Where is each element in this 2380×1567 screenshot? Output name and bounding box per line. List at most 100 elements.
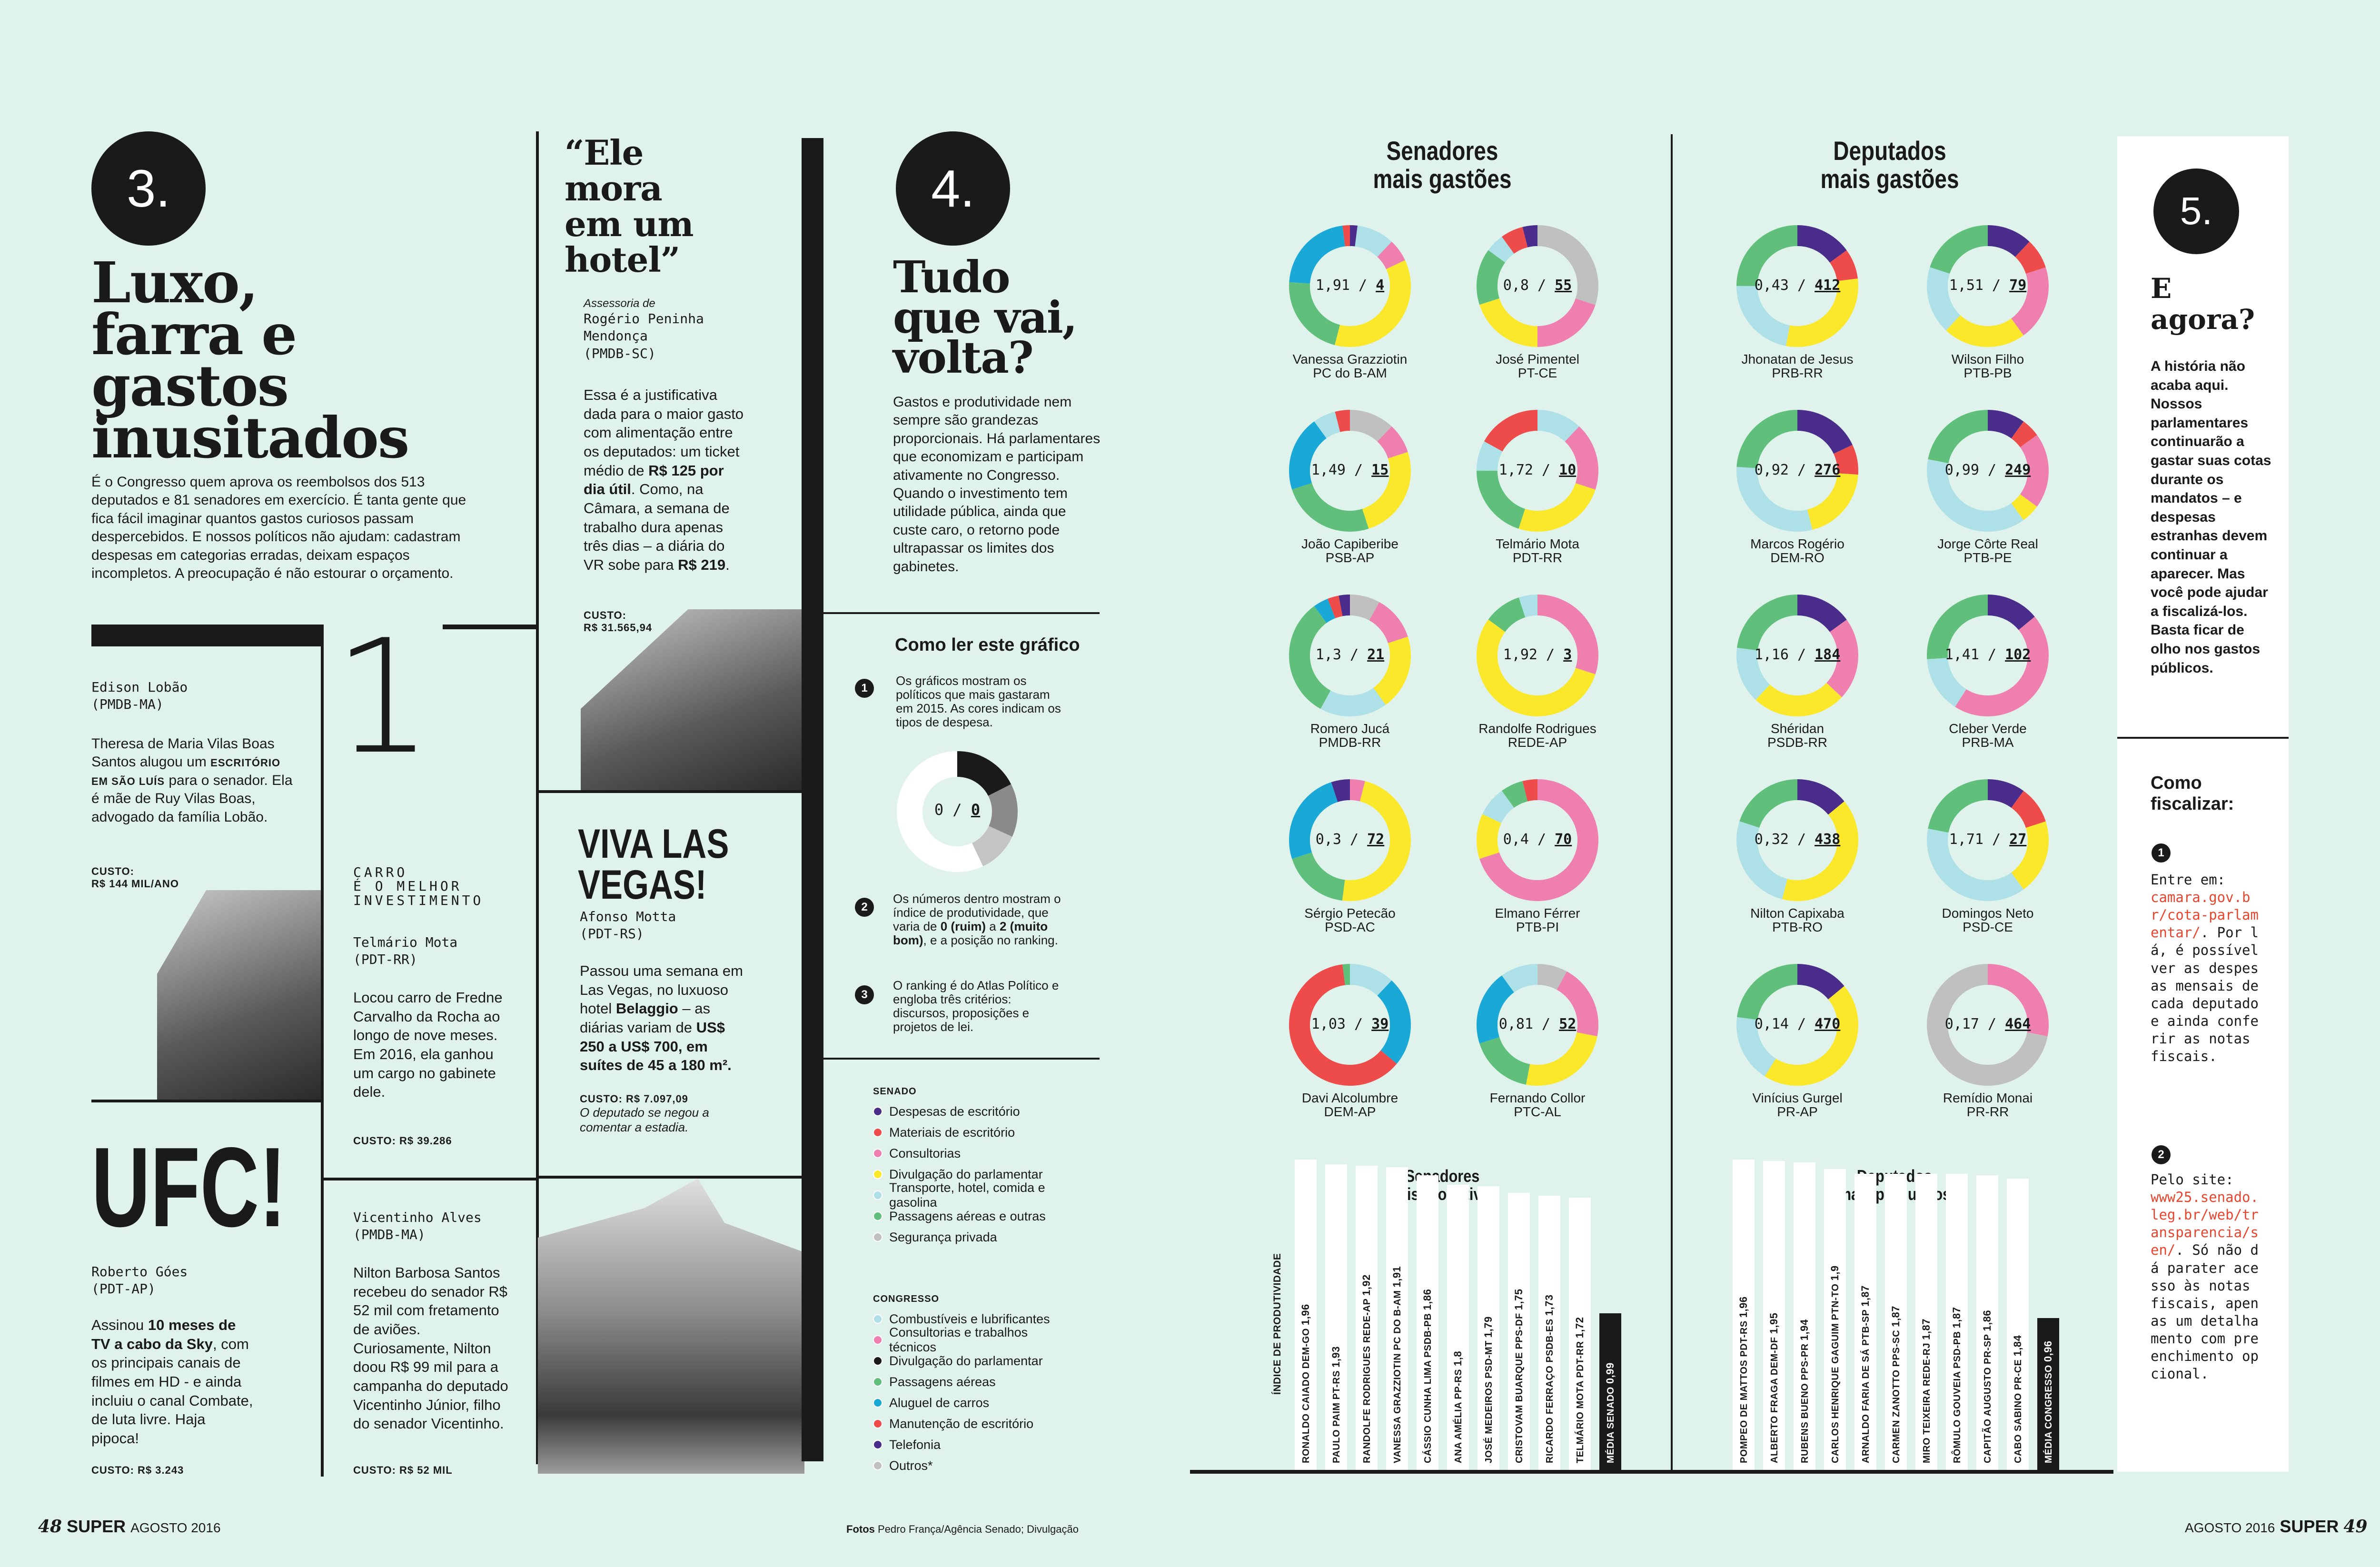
carro-subtitle: CARRO É O MELHOR INVESTIMENTO <box>353 864 484 908</box>
politician-name: Randolfe Rodrigues <box>1478 721 1597 736</box>
politician-name: João Capiberibe <box>1301 536 1398 551</box>
spending-donut: 0,8 / 55 José Pimentel PT-CE <box>1461 222 1614 380</box>
productivity-score: 1,3 / <box>1315 646 1368 663</box>
bar-value: 1,87 <box>1859 1285 1871 1307</box>
ufc-text: Assinou 10 meses de TV a cabo da Sky, co… <box>91 1317 253 1447</box>
legend-label: Divulgação do parlamentar <box>889 1353 1043 1368</box>
politician-party: PT-CE <box>1517 366 1557 381</box>
legend-swatch <box>873 1170 883 1179</box>
hotel-cost: CUSTO: R$ 31.565,94 <box>584 609 653 634</box>
politician-party: PSD-CE <box>1963 920 2013 935</box>
donut-segment <box>1736 779 1858 901</box>
bar-value: 1,75 <box>1513 1289 1525 1310</box>
legend-label: Aluguel de carros <box>889 1395 990 1410</box>
donut-segment <box>1927 779 2049 901</box>
productivity-bar <box>1946 1173 1968 1470</box>
politician-party: PR-RR <box>1966 1104 2009 1120</box>
donut-politician-label: Sérgio Petecão PSD-AC <box>1274 906 1426 934</box>
bar-label: ALBERTO FRAGA DEM-DF 1,95 <box>1768 1313 1780 1463</box>
legend-item: Materiais de escritório <box>873 1122 1073 1143</box>
spending-donut: 0,92 / 276 Marcos Rogério DEM-RO <box>1721 407 1874 565</box>
section-4-text: Gastos e produtividade nem sempre são gr… <box>893 394 1101 575</box>
donut-segment <box>1477 410 1598 532</box>
bar-category: RICARDO FERRAÇO PSDB-ES <box>1545 1316 1555 1463</box>
bar-label: MIRO TEIXEIRA REDE-RJ 1,87 <box>1920 1319 1933 1463</box>
donut-segment <box>1289 410 1411 532</box>
politician-party: PTC-AL <box>1514 1104 1561 1120</box>
legend-label: Manutenção de escritório <box>889 1416 1034 1431</box>
donut-score: 0,14 / 470 <box>1721 1016 1874 1032</box>
donut-segment <box>1927 225 2049 347</box>
section-5-panel <box>2117 136 2289 1472</box>
donut-score: 1,03 / 39 <box>1274 1016 1426 1032</box>
productivity-bar <box>1569 1197 1591 1470</box>
camara-link[interactable]: camara.gov.br/cota-parlamentar/ <box>2151 889 2259 941</box>
hotel-attribution: Assessoria de Rogério Peninha Mendonça (… <box>584 297 704 361</box>
bar-value: 1,87 <box>1920 1318 1932 1340</box>
donut-hole <box>1948 615 2028 695</box>
legend-item: Segurança privada <box>873 1227 1073 1248</box>
divider <box>802 138 823 1461</box>
donut-segment <box>1736 225 1858 347</box>
bar-label: ANA AMÉLIA PP-RS 1,8 <box>1452 1351 1464 1463</box>
legend-swatch <box>873 1419 883 1428</box>
donut-hole <box>1948 985 2028 1065</box>
divider <box>823 1058 1100 1060</box>
como-fiscalizar-title: Como fiscalizar: <box>2151 773 2234 814</box>
divider <box>538 790 804 793</box>
donut-hole <box>1310 431 1390 511</box>
bar-value: 1,94 <box>1798 1319 1810 1341</box>
bar-category: MÉDIA SENADO <box>1606 1384 1616 1463</box>
bar-category: MIRO TEIXEIRA REDE-RJ <box>1922 1339 1932 1463</box>
bar-category: CRISTOVAM BUARQUE PPS-DF <box>1514 1310 1525 1463</box>
donut-segment <box>1477 964 1598 1086</box>
donut-score: 1,49 / 15 <box>1274 462 1426 478</box>
howto-step-1-number: 1 <box>855 679 874 698</box>
politician-name: Fernando Collor <box>1489 1091 1586 1105</box>
senado-link[interactable]: www25.senado.leg.br/web/transparencia/se… <box>2151 1189 2259 1259</box>
divider <box>443 625 538 629</box>
legend-label: Passagens aéreas e outras <box>889 1209 1046 1223</box>
donut-hole <box>1757 431 1837 511</box>
bar-value: 1,96 <box>1299 1304 1311 1326</box>
legend-swatch <box>873 1461 883 1470</box>
politician-name: Nilton Capixaba <box>1750 906 1844 921</box>
lobao-text: Theresa de Maria Vilas Boas Santos alugo… <box>91 736 293 825</box>
bar-label: MÉDIA CONGRESSO 0,96 <box>2042 1340 2054 1463</box>
productivity-score: 1,71 / <box>1949 831 2010 848</box>
donut-segment <box>1477 225 1598 347</box>
productivity-score: 1,92 / <box>1503 646 1564 663</box>
legend-item: Manutenção de escritório <box>873 1413 1073 1434</box>
politician-party: PSB-AP <box>1325 550 1375 565</box>
politician-party: PTB-RO <box>1772 920 1823 935</box>
bar-label: RÔMULO GOUVEIA PSD-PB 1,87 <box>1951 1307 1963 1463</box>
bar-value: 1,86 <box>1981 1309 1993 1331</box>
section-5-number: 5. <box>2153 169 2239 254</box>
donut-politician-label: Nilton Capixaba PTB-RO <box>1721 906 1874 934</box>
bar-label: TELMÁRIO MOTA PDT-RR 1,72 <box>1574 1317 1586 1463</box>
spending-donut: 1,49 / 15 João Capiberibe PSB-AP <box>1274 407 1426 565</box>
bar-category: RONALDO CAIADO DEM-GO <box>1301 1325 1311 1463</box>
sample-score: 0 / <box>934 801 971 819</box>
bar-category: ARNALDO FARIA DE SÁ PTB-SP <box>1861 1306 1871 1463</box>
donut-hole <box>1310 800 1390 880</box>
productivity-score: 0,81 / <box>1498 1016 1559 1032</box>
donut-segment <box>1927 964 2049 1086</box>
fiscalizar-step-1: Entre em: camara.gov.br/cota-parlamentar/… <box>2151 872 2259 1065</box>
bar-value: 0,99 <box>1604 1362 1616 1384</box>
vicentinho-text: Nilton Barbosa Santos recebeu do senador… <box>353 1264 508 1432</box>
donut-segment <box>1927 225 2049 347</box>
bar-label: CARMEN ZANOTTO PPS-SC 1,87 <box>1890 1306 1902 1463</box>
politician-party: DEM-RO <box>1770 550 1825 565</box>
politician-party: DEM-AP <box>1324 1104 1376 1120</box>
politician-party: PSDB-RR <box>1767 735 1827 750</box>
bar-value: 1,93 <box>1330 1346 1342 1368</box>
donut-politician-label: Domingos Neto PSD-CE <box>1912 906 2064 934</box>
donut-segment <box>1289 964 1411 1086</box>
bar-category: VANESSA GRAZZIOTIN PC DO B-AM <box>1392 1287 1403 1463</box>
donut-hole <box>1310 246 1390 326</box>
howto-title: Como ler este gráfico <box>895 635 1080 655</box>
bar-category: POMPEO DE MATTOS PDT-RS <box>1739 1318 1749 1463</box>
sample-rank: 0 <box>971 801 981 819</box>
productivity-score: 0,43 / <box>1754 277 1815 294</box>
